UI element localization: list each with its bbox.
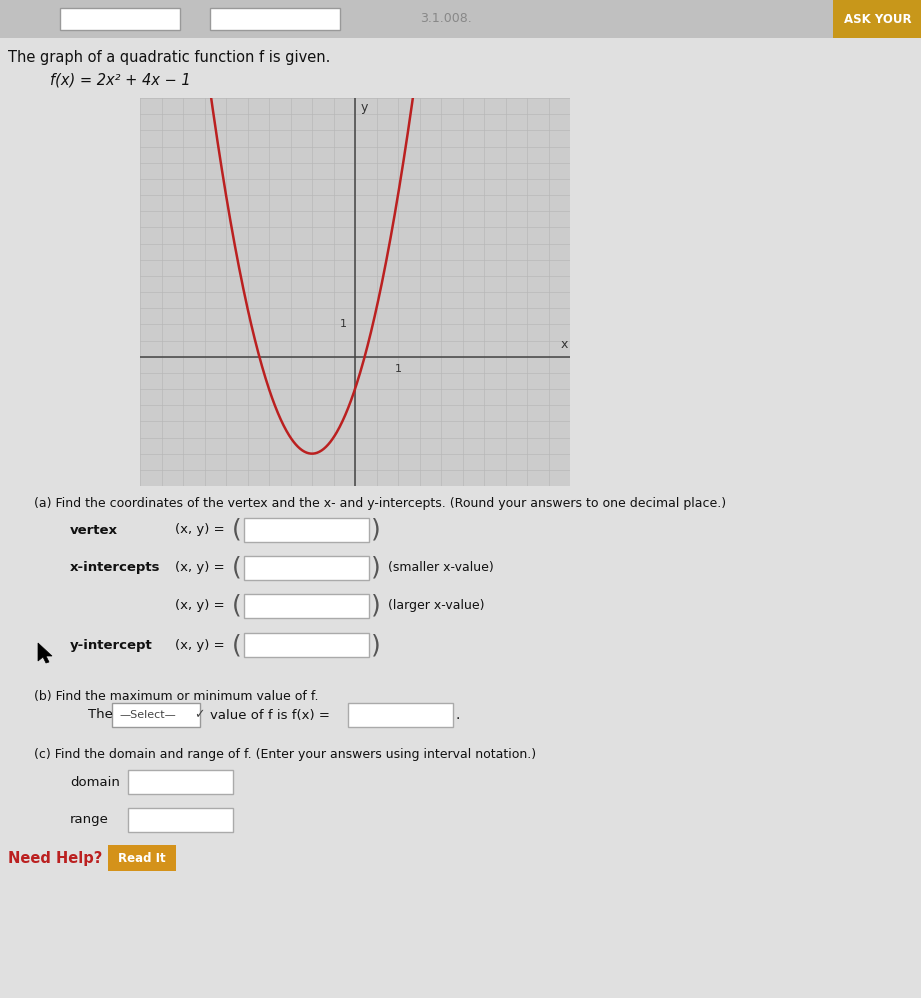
Text: (x, y) =: (x, y) = bbox=[175, 600, 229, 613]
Text: vertex: vertex bbox=[70, 524, 118, 537]
Text: (: ( bbox=[232, 633, 241, 657]
Text: —Select—: —Select— bbox=[120, 710, 177, 720]
Text: 1: 1 bbox=[340, 319, 347, 329]
FancyBboxPatch shape bbox=[60, 8, 180, 30]
Text: (larger x-value): (larger x-value) bbox=[388, 600, 484, 613]
Text: domain: domain bbox=[70, 775, 120, 788]
FancyBboxPatch shape bbox=[244, 556, 369, 580]
Text: The: The bbox=[88, 709, 113, 722]
Text: (x, y) =: (x, y) = bbox=[175, 524, 229, 537]
FancyBboxPatch shape bbox=[244, 594, 369, 618]
Text: (x, y) =: (x, y) = bbox=[175, 562, 229, 575]
Text: (x, y) =: (x, y) = bbox=[175, 639, 229, 652]
FancyBboxPatch shape bbox=[128, 770, 233, 794]
Text: y: y bbox=[360, 101, 367, 114]
Text: (a) Find the coordinates of the vertex and the x- and y-intercepts. (Round your : (a) Find the coordinates of the vertex a… bbox=[34, 497, 726, 510]
Text: .: . bbox=[455, 708, 460, 722]
FancyBboxPatch shape bbox=[0, 0, 921, 38]
Text: (c) Find the domain and range of f. (Enter your answers using interval notation.: (c) Find the domain and range of f. (Ent… bbox=[34, 748, 536, 761]
Text: (: ( bbox=[232, 556, 241, 580]
FancyBboxPatch shape bbox=[244, 518, 369, 542]
Text: ASK YOUR: ASK YOUR bbox=[845, 13, 912, 26]
Text: y-intercept: y-intercept bbox=[70, 639, 153, 652]
Text: The graph of a quadratic function f is given.: The graph of a quadratic function f is g… bbox=[8, 50, 331, 65]
Text: x-intercepts: x-intercepts bbox=[70, 562, 160, 575]
Text: range: range bbox=[70, 813, 109, 826]
Text: Need Help?: Need Help? bbox=[8, 850, 102, 865]
FancyBboxPatch shape bbox=[210, 8, 340, 30]
Text: value of f is f(x) =: value of f is f(x) = bbox=[210, 709, 334, 722]
Text: x: x bbox=[561, 338, 568, 351]
Text: ✓: ✓ bbox=[194, 709, 204, 722]
Polygon shape bbox=[38, 643, 52, 663]
Text: 3.1.008.: 3.1.008. bbox=[420, 12, 472, 25]
Text: f(x) = 2x² + 4x − 1: f(x) = 2x² + 4x − 1 bbox=[50, 72, 191, 87]
Text: (b) Find the maximum or minimum value of f.: (b) Find the maximum or minimum value of… bbox=[34, 690, 319, 703]
Text: (: ( bbox=[232, 518, 241, 542]
FancyBboxPatch shape bbox=[348, 703, 453, 727]
Text: 1: 1 bbox=[394, 364, 402, 374]
FancyBboxPatch shape bbox=[108, 845, 176, 871]
Text: ): ) bbox=[371, 633, 380, 657]
FancyBboxPatch shape bbox=[128, 808, 233, 832]
FancyBboxPatch shape bbox=[833, 0, 921, 38]
Text: ): ) bbox=[371, 556, 380, 580]
Text: (: ( bbox=[232, 594, 241, 618]
Text: ): ) bbox=[371, 594, 380, 618]
Text: (smaller x-value): (smaller x-value) bbox=[388, 562, 494, 575]
Text: ): ) bbox=[371, 518, 380, 542]
FancyBboxPatch shape bbox=[112, 703, 200, 727]
Text: Read It: Read It bbox=[118, 851, 166, 864]
FancyBboxPatch shape bbox=[244, 633, 369, 657]
